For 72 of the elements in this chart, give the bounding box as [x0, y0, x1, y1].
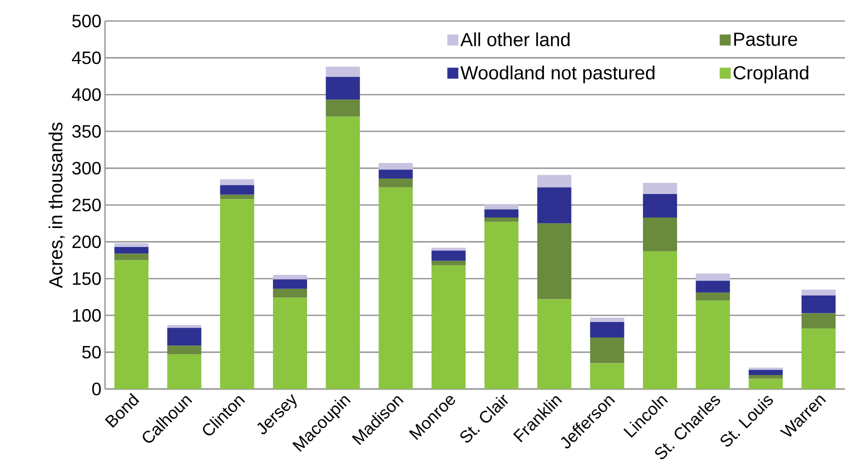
bar: [432, 265, 466, 389]
bar: [220, 185, 254, 195]
bar: [748, 375, 783, 379]
bar: [326, 116, 360, 389]
y-tick-label: 100: [72, 309, 101, 322]
bar: [484, 209, 518, 218]
bar: [537, 174, 572, 188]
bar: [802, 296, 836, 314]
y-tick-label: 50: [82, 346, 101, 359]
bar: [378, 178, 413, 188]
bar: [484, 218, 518, 222]
bar: [748, 378, 783, 389]
bar: [432, 248, 466, 251]
bar: [537, 223, 572, 300]
bar: [696, 300, 730, 389]
bar: [696, 292, 730, 301]
bar: [696, 280, 730, 293]
bar: [378, 163, 413, 170]
bar: [802, 328, 836, 389]
bar: [167, 324, 202, 328]
bar: [590, 318, 624, 322]
bar: [220, 179, 254, 186]
y-tick-label: 150: [72, 272, 101, 285]
bar: [114, 260, 148, 389]
bar: [220, 194, 254, 200]
bar: [326, 66, 360, 77]
legend-label: Cropland: [734, 66, 808, 84]
bar: [326, 76, 360, 100]
bar: [537, 187, 572, 224]
bar: [114, 246, 148, 254]
bar: [590, 322, 624, 338]
bar: [272, 298, 308, 389]
y-tick-label: 250: [72, 198, 101, 212]
bar: [642, 218, 678, 252]
bar: [167, 328, 202, 346]
bar: [590, 363, 624, 389]
bar: [642, 194, 678, 218]
bar: [114, 254, 148, 260]
legend-label: Woodland not pastured: [460, 66, 654, 84]
y-tick-label: 400: [72, 88, 101, 101]
y-tick-label: 350: [72, 125, 101, 138]
bar: [114, 243, 148, 247]
bar: [378, 187, 413, 389]
bar: [167, 354, 202, 389]
bar: [802, 290, 836, 296]
legend-label: All other land: [460, 32, 570, 46]
bar: [642, 251, 678, 389]
bar: [802, 313, 836, 329]
bar: [220, 199, 254, 389]
legend-label: Pasture: [734, 32, 798, 46]
x-tick-label: St. Clair: [460, 394, 508, 443]
y-tick-label: 300: [72, 162, 101, 175]
bar: [537, 299, 572, 389]
bar: [432, 250, 466, 261]
bar: [432, 260, 466, 266]
y-tick-label: 450: [72, 51, 101, 64]
bar: [590, 337, 624, 364]
y-tick-label: 500: [72, 14, 101, 28]
bar: [484, 204, 518, 210]
bar: [642, 182, 678, 194]
bar: [696, 273, 730, 281]
y-axis-title: Acres, in thousands: [48, 122, 65, 288]
y-tick-label: 0: [92, 382, 101, 396]
bar: [167, 346, 202, 354]
y-tick-label: 200: [72, 235, 101, 248]
bar: [378, 170, 413, 179]
bar: [272, 288, 308, 298]
bar: [484, 222, 518, 389]
bar: [272, 279, 308, 289]
bar: [272, 274, 308, 280]
bar: [326, 100, 360, 117]
bar: [748, 370, 783, 376]
